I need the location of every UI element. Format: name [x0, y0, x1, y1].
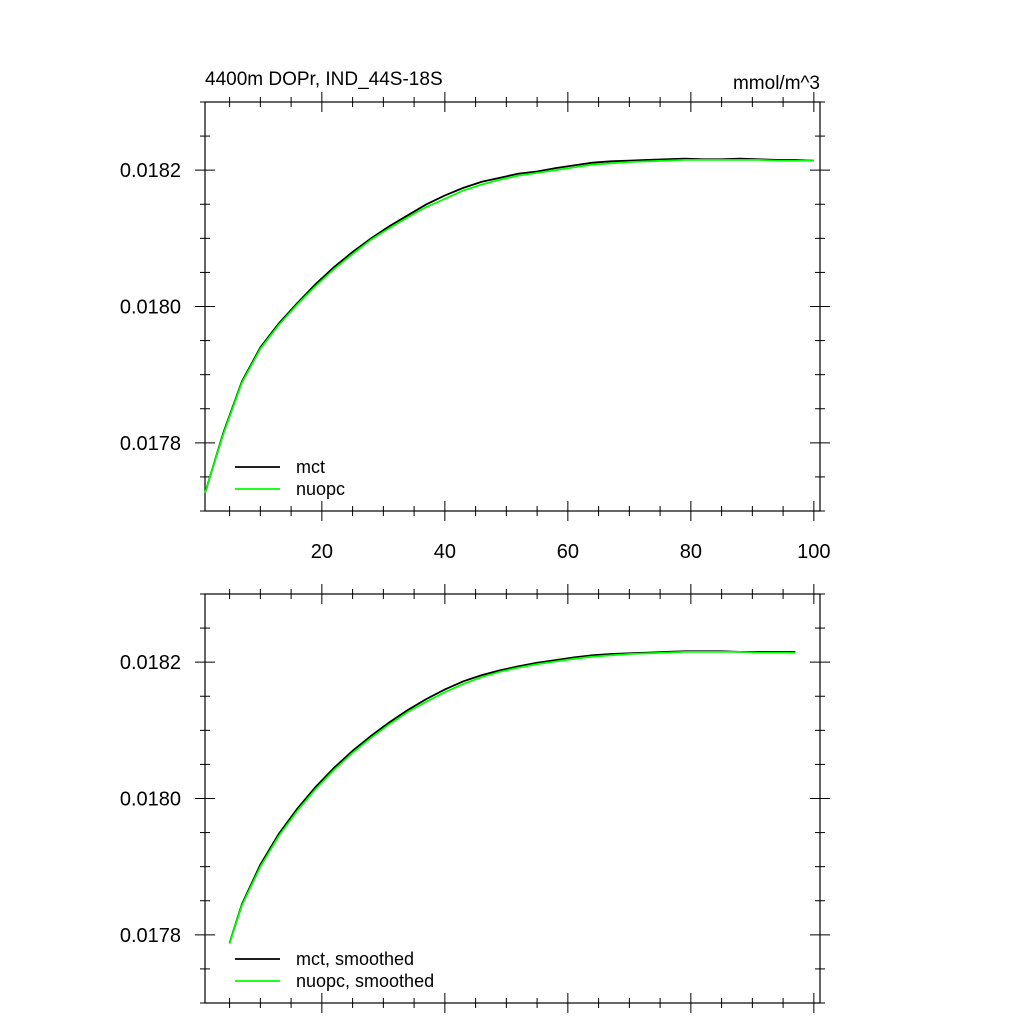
legend-label: mct — [296, 457, 325, 477]
legend-label: mct, smoothed — [296, 949, 414, 969]
units-label: mmol/m^3 — [733, 73, 820, 94]
series-line-mct — [204, 157, 814, 494]
series-line-nuopc-smoothed — [228, 651, 796, 944]
y-tick-label: 0.0178 — [120, 925, 181, 947]
plot-frame — [204, 101, 821, 512]
top-panel: 0.0178 0.0180 0.0182 20 40 60 80 100 4400m DOPr,… — [120, 69, 831, 563]
chart-title: 4400m DOPr, IND_44S-18S — [205, 69, 443, 90]
series-line-mct-smoothed — [228, 650, 796, 944]
plot-frame — [204, 593, 821, 1004]
legend-label: nuopc, smoothed — [296, 971, 434, 991]
x-tick-label: 60 — [557, 541, 579, 563]
legend-label: nuopc — [296, 479, 345, 499]
y-tick-label: 0.0182 — [120, 160, 181, 182]
x-tick-label: 20 — [311, 541, 333, 563]
y-tick-label: 0.0180 — [120, 789, 181, 811]
x-tick-label: 100 — [797, 541, 830, 563]
x-tick-label: 80 — [680, 541, 702, 563]
series-line-nuopc — [204, 158, 814, 494]
x-tick-label: 40 — [434, 541, 456, 563]
y-tick-label: 0.0180 — [120, 297, 181, 319]
y-tick-label: 0.0178 — [120, 433, 181, 455]
y-tick-label: 0.0182 — [120, 652, 181, 674]
